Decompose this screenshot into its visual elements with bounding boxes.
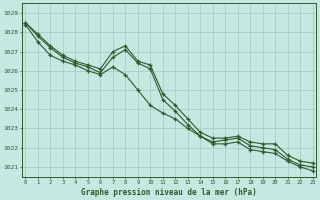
X-axis label: Graphe pression niveau de la mer (hPa): Graphe pression niveau de la mer (hPa) xyxy=(81,188,257,197)
